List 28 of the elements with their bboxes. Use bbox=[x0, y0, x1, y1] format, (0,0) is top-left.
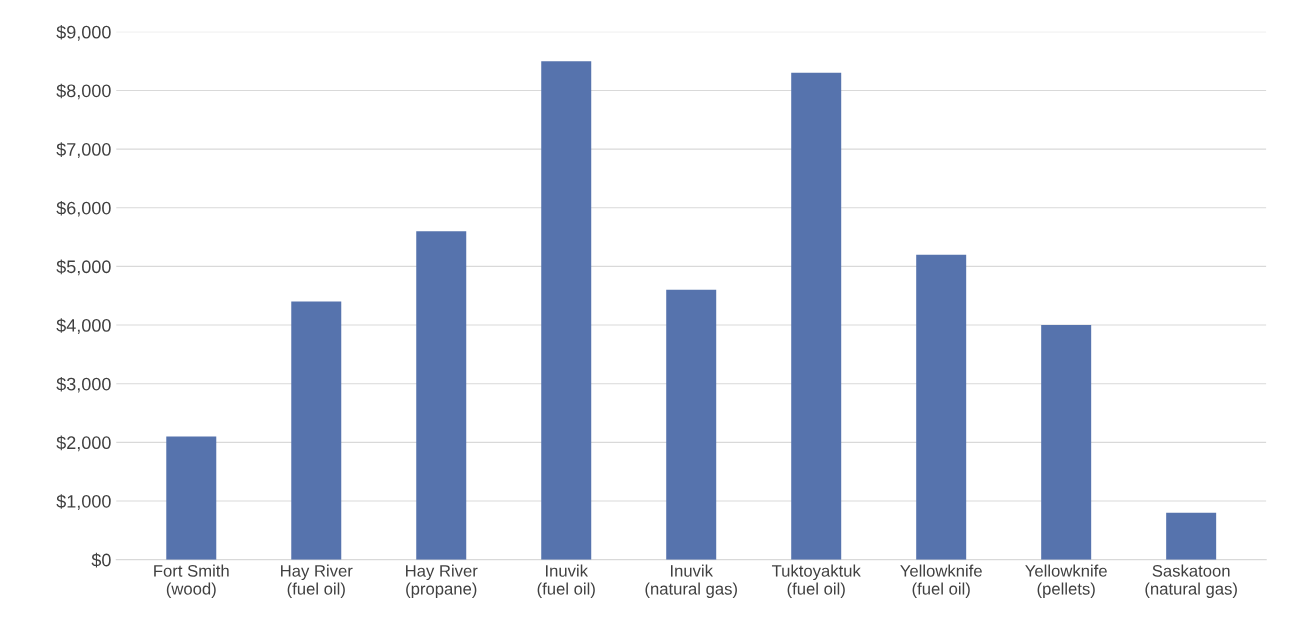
bar bbox=[291, 301, 342, 560]
x-tick-label: Hay River (propane) bbox=[406, 564, 478, 599]
y-tick-label: $4,000 bbox=[56, 318, 111, 334]
bar bbox=[541, 61, 592, 560]
bar bbox=[416, 231, 467, 560]
bar bbox=[1041, 325, 1092, 560]
y-tick-label: $7,000 bbox=[56, 142, 111, 158]
y-tick-label: $6,000 bbox=[56, 200, 111, 217]
x-tick-label: Inuvik (natural gas) bbox=[645, 564, 737, 599]
bar bbox=[791, 72, 842, 560]
x-tick-label: Tuktoyaktuk (fuel oil) bbox=[771, 564, 861, 599]
x-tick-label: Yellowknife (pellets) bbox=[1025, 564, 1107, 599]
bar bbox=[1166, 512, 1217, 560]
x-tick-label: Fort Smith (wood) bbox=[154, 564, 229, 599]
y-tick-label: $8,000 bbox=[56, 83, 111, 100]
x-tick-label: Hay River (fuel oil) bbox=[281, 564, 353, 599]
bar bbox=[916, 254, 967, 560]
x-tick-label: Saskatoon (natural gas) bbox=[1145, 564, 1237, 599]
y-tick-label: $0 bbox=[91, 552, 111, 568]
x-tick-label: Yellowknife (fuel oil) bbox=[900, 564, 982, 599]
y-tick-label: $9,000 bbox=[56, 24, 111, 41]
y-tick-label: $1,000 bbox=[56, 494, 111, 510]
x-tick-label: Inuvik (fuel oil) bbox=[537, 564, 595, 599]
y-tick-label: $5,000 bbox=[56, 259, 111, 276]
bar bbox=[666, 289, 717, 560]
y-tick-label: $3,000 bbox=[56, 376, 111, 393]
bar bbox=[166, 436, 217, 560]
y-tick-label: $2,000 bbox=[56, 435, 111, 452]
